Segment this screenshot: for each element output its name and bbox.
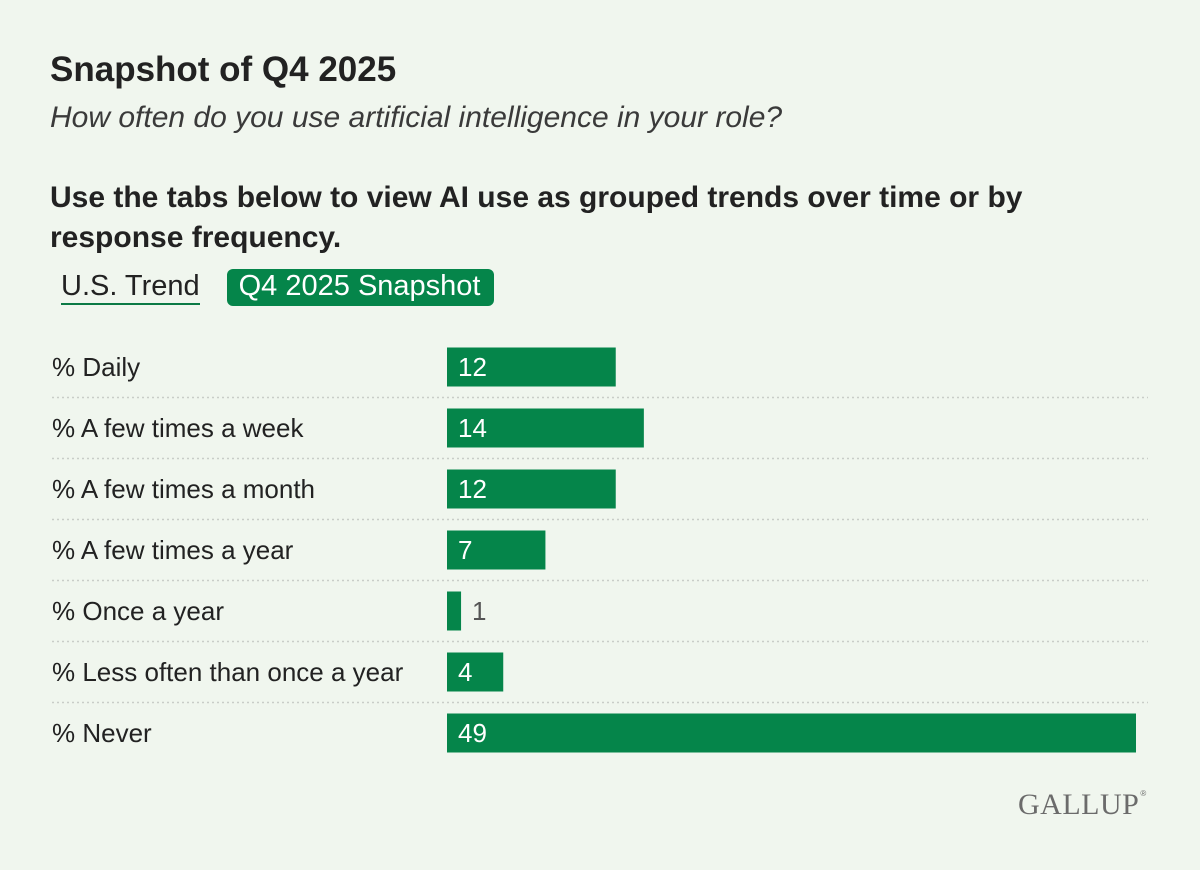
bar: [447, 408, 644, 448]
value-label: 1: [472, 596, 486, 626]
gallup-logo: GALLUP®: [1018, 788, 1147, 822]
gallup-logo-text: GALLUP: [1018, 788, 1140, 821]
bar: [447, 652, 504, 692]
value-label: 14: [458, 413, 487, 443]
category-label: % Daily: [52, 352, 140, 382]
bar: [447, 530, 546, 570]
page-title: Snapshot of Q4 2025: [50, 50, 397, 89]
value-label: 4: [458, 657, 472, 687]
bar: [447, 591, 462, 631]
category-label: % A few times a week: [52, 413, 304, 443]
category-label: % A few times a year: [52, 535, 294, 565]
tab-instructions: Use the tabs below to view AI use as gro…: [50, 181, 1023, 254]
category-label: % Once a year: [52, 596, 224, 626]
value-label: 7: [458, 535, 472, 565]
registered-mark: ®: [1140, 789, 1147, 798]
value-label: 12: [458, 352, 487, 382]
value-label: 49: [458, 718, 487, 748]
tab-q4-2025-snapshot[interactable]: Q4 2025 Snapshot: [226, 268, 495, 306]
bar: [447, 713, 1136, 753]
category-label: % Less often than once a year: [52, 657, 404, 687]
value-label: 12: [458, 474, 487, 504]
category-label: % A few times a month: [52, 474, 315, 504]
view-tabs: U.S. Trend Q4 2025 Snapshot: [50, 268, 495, 306]
category-label: % Never: [52, 718, 152, 748]
chart-subtitle: How often do you use artificial intellig…: [50, 101, 783, 134]
bar: [447, 469, 616, 509]
bar: [447, 347, 616, 387]
tab-us-trend[interactable]: U.S. Trend: [61, 269, 200, 305]
